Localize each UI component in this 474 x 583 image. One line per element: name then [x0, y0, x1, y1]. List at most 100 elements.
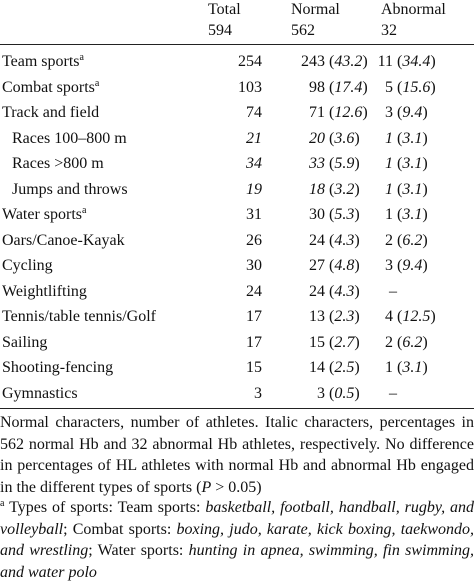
- footnote: a Types of sports: Team sports: basketba…: [0, 497, 474, 583]
- percentage: 43.2: [329, 52, 368, 72]
- percentage: 5.3: [329, 205, 360, 225]
- sport-name: Races >800 m: [12, 154, 104, 174]
- percentage: 6.2: [397, 231, 428, 251]
- count: 3: [385, 104, 393, 121]
- column-total: 32: [381, 22, 397, 39]
- total-count: 34: [246, 155, 262, 172]
- count: 27: [309, 257, 325, 274]
- total-count: 17: [246, 333, 262, 351]
- count: 5: [385, 78, 393, 96]
- sport-label: Gymnastics: [2, 384, 78, 402]
- footnote-marker: a: [94, 77, 100, 89]
- count: 3: [317, 384, 325, 402]
- percentage: 2.7: [329, 333, 360, 353]
- count: 15: [309, 333, 325, 351]
- total-count: 24: [246, 282, 262, 300]
- count: 30: [309, 206, 325, 223]
- percentage: 3.1: [397, 154, 428, 174]
- column-total: 562: [291, 22, 315, 39]
- sport-name: Combat sportsa: [2, 78, 99, 98]
- percentage: 12.6: [329, 103, 368, 123]
- count: 1: [385, 359, 393, 376]
- footnote-marker: a: [0, 498, 5, 509]
- sport-label: Races 100–800 m: [12, 129, 127, 147]
- sport-name: Cycling: [2, 256, 53, 276]
- sport-name: Sailing: [2, 333, 47, 353]
- sport-label: Cycling: [2, 257, 53, 274]
- column-label: Abnormal: [381, 1, 446, 18]
- count: 33: [309, 155, 325, 172]
- percentage: 9.4: [397, 256, 428, 276]
- column-total: 594: [208, 22, 232, 39]
- footnote-text: basketball, football, handball, rugby, a…: [0, 499, 474, 538]
- footnote-text: > 0.05): [211, 478, 262, 496]
- percentage: 3.1: [397, 358, 428, 378]
- total-count: 30: [246, 257, 262, 274]
- count: 24: [309, 282, 325, 300]
- count: 1: [385, 206, 393, 223]
- count: 24: [309, 231, 325, 249]
- sport-name: Oars/Canoe-Kayak: [2, 231, 125, 251]
- sport-name: Gymnastics: [2, 384, 78, 404]
- percentage: 34.4: [397, 52, 436, 72]
- count: 4: [385, 308, 393, 325]
- sport-name: Team sportsa: [2, 52, 84, 72]
- dash: –: [389, 384, 397, 402]
- total-count: 21: [246, 129, 262, 147]
- footnote-text: P: [201, 478, 212, 496]
- count: 2: [385, 231, 393, 249]
- header-rule: [0, 44, 474, 45]
- percentage: 4.8: [329, 256, 360, 276]
- footnote-text: ; Water sports:: [88, 542, 189, 559]
- footnote-text: hunting in apnea, swimming, fin swimming…: [0, 542, 474, 581]
- sport-name: Jumps and throws: [12, 180, 128, 200]
- percentage: 2.5: [329, 358, 360, 378]
- percentage: 3.6: [329, 129, 360, 149]
- sport-label: Water sports: [2, 206, 83, 223]
- sport-label: Shooting-fencing: [2, 359, 114, 376]
- sport-name: Races 100–800 m: [12, 129, 127, 149]
- count: 1: [385, 155, 393, 172]
- count: 2: [385, 333, 393, 351]
- table-bottom-rule: [0, 408, 474, 409]
- count: 243: [301, 53, 325, 70]
- sport-name: Track and field: [2, 103, 99, 123]
- count: 71: [309, 104, 325, 121]
- column-label: Total: [208, 1, 241, 18]
- sport-name: Shooting-fencing: [2, 358, 113, 378]
- sport-name: Weightlifting: [2, 282, 87, 302]
- count: 11: [377, 53, 393, 70]
- sport-label: Jumps and throws: [12, 180, 128, 198]
- footnote-text: boxing, judo, karate, kick boxing, taekw…: [0, 520, 474, 560]
- percentage: 5.9: [329, 154, 360, 174]
- count: 13: [309, 308, 325, 325]
- percentage: 3.1: [397, 180, 428, 200]
- percentage: 17.4: [329, 78, 368, 98]
- percentage: 0.5: [329, 384, 360, 404]
- count: 1: [385, 129, 393, 147]
- sport-label: Races >800 m: [12, 155, 104, 172]
- total-count: 19: [246, 180, 262, 198]
- sport-name: Water sportsa: [2, 205, 86, 225]
- total-count: 74: [246, 104, 262, 121]
- percentage: 3.1: [397, 129, 428, 149]
- footnote-marker: a: [79, 52, 84, 63]
- percentage: 2.3: [329, 307, 360, 327]
- sport-label: Combat sports: [2, 78, 95, 96]
- percentage: 15.6: [397, 78, 436, 98]
- total-count: 17: [246, 308, 262, 325]
- count: 18: [309, 180, 325, 198]
- total-count: 26: [246, 231, 262, 249]
- percentage: 9.4: [397, 103, 428, 123]
- total-count: 103: [238, 78, 262, 96]
- total-count: 31: [246, 206, 262, 223]
- sport-label: Weightlifting: [2, 282, 87, 300]
- percentage: 12.5: [397, 307, 436, 327]
- percentage: 3.1: [397, 205, 428, 225]
- sport-label: Tennis/table tennis/Golf: [2, 308, 156, 325]
- total-count: 15: [246, 359, 262, 376]
- percentage: 6.2: [397, 333, 428, 353]
- count: 1: [385, 180, 393, 198]
- count: 20: [309, 129, 325, 147]
